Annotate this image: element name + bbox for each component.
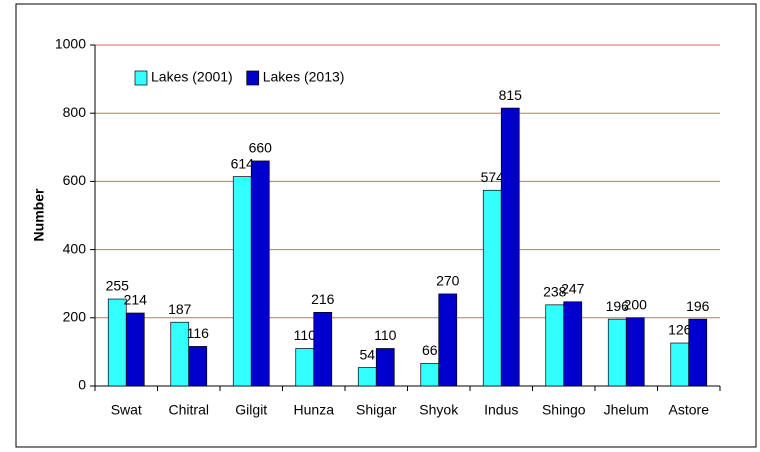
value-label: 126 <box>668 322 692 338</box>
x-tick-label: Shigar <box>356 402 397 418</box>
value-label: 270 <box>436 273 460 289</box>
legend-label: Lakes (2001) <box>151 69 233 85</box>
y-tick-label: 600 <box>63 172 87 188</box>
bar <box>420 363 440 387</box>
bar <box>188 346 208 387</box>
x-tick-label: Shingo <box>542 402 586 418</box>
bar <box>313 311 333 387</box>
y-axis-label: Number <box>31 188 47 241</box>
value-label: 614 <box>231 155 255 171</box>
x-tick-label: Gilgit <box>235 402 267 418</box>
value-label: 255 <box>106 278 130 294</box>
value-label: 187 <box>168 301 192 317</box>
value-label: 660 <box>249 140 273 156</box>
y-tick-label: 1000 <box>55 36 86 52</box>
value-label: 247 <box>561 280 585 296</box>
x-tick-label: Hunza <box>294 402 335 418</box>
legend-swatch <box>246 70 260 86</box>
y-tick-label: 200 <box>63 309 87 325</box>
bar <box>438 293 458 387</box>
y-tick-label: 800 <box>63 104 87 120</box>
value-label: 66 <box>422 342 438 358</box>
bar <box>375 348 395 387</box>
x-tick-label: Astore <box>669 402 710 418</box>
x-tick-label: Indus <box>484 402 518 418</box>
bar <box>482 189 502 387</box>
value-label: 815 <box>499 87 523 103</box>
bar <box>563 301 583 387</box>
value-label: 200 <box>624 297 648 313</box>
bar <box>357 367 377 387</box>
value-label: 196 <box>606 298 630 314</box>
value-label: 574 <box>481 169 505 185</box>
value-label: 214 <box>124 292 148 308</box>
bar <box>295 348 315 387</box>
value-label: 238 <box>543 284 567 300</box>
bar <box>607 318 627 387</box>
bar <box>688 318 708 387</box>
legend-label: Lakes (2013) <box>263 69 345 85</box>
bar <box>107 298 127 387</box>
x-tick-label: Jhelum <box>604 402 649 418</box>
legend-swatch <box>134 70 148 86</box>
y-tick-label: 0 <box>78 377 86 393</box>
bar <box>250 160 270 387</box>
x-tick-label: Swat <box>111 402 142 418</box>
value-label: 110 <box>294 327 317 343</box>
x-tick-label: Shyok <box>419 402 459 418</box>
bar <box>545 304 565 387</box>
value-label: 196 <box>686 298 710 314</box>
value-label: 216 <box>311 291 335 307</box>
bar <box>125 312 145 387</box>
y-tick-label: 400 <box>63 240 87 256</box>
bar <box>625 317 645 387</box>
value-label: 116 <box>187 325 210 341</box>
bar <box>670 342 690 387</box>
bar <box>500 107 520 387</box>
bar <box>232 176 252 387</box>
value-label: 110 <box>374 327 397 343</box>
x-tick-label: Chitral <box>169 402 209 418</box>
value-label: 54 <box>359 346 375 362</box>
